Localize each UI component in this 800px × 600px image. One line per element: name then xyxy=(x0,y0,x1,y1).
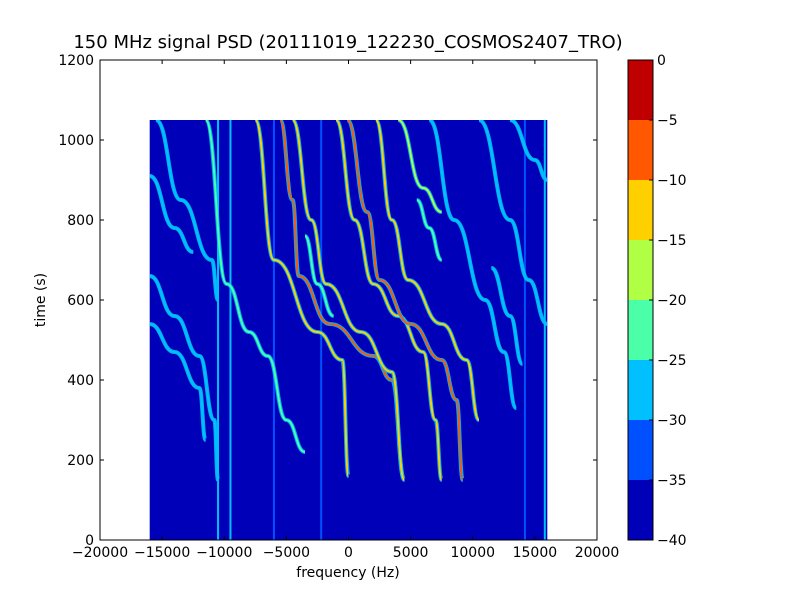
x-tick-label: −15000 xyxy=(134,545,190,561)
x-tick-label: 15000 xyxy=(513,545,558,561)
colorbar-tick-label: 0 xyxy=(657,53,666,69)
signal-trace xyxy=(374,120,480,421)
y-tick-label: 200 xyxy=(67,453,94,469)
signal-trace xyxy=(155,120,220,301)
x-tick-label: −5000 xyxy=(263,545,310,561)
colorbar-band xyxy=(628,120,653,180)
colorbar-tick-label: −40 xyxy=(657,533,687,549)
y-tick-label: 800 xyxy=(67,213,94,229)
colorbar-bands xyxy=(628,60,653,540)
signal-trace xyxy=(509,120,548,181)
colorbar-band xyxy=(628,360,653,420)
x-tick-label: 20000 xyxy=(575,545,620,561)
colorbar: −40 −35 −30 −25 −20 −15 −10 −5 0 xyxy=(627,53,687,549)
colorbar-band xyxy=(628,420,653,480)
signal-trace xyxy=(346,120,464,481)
x-tick-label: −10000 xyxy=(196,545,252,561)
y-axis-label: time (s) xyxy=(33,273,49,327)
colorbar-band xyxy=(628,300,653,360)
signal-trace xyxy=(149,275,220,481)
y-tick-label: 600 xyxy=(67,293,94,309)
signal-trace xyxy=(279,120,406,481)
x-tick-label: 5000 xyxy=(393,545,429,561)
signal-trace xyxy=(335,120,443,481)
colorbar-tick-label: −35 xyxy=(657,473,687,489)
x-tick-label: −20000 xyxy=(72,545,128,561)
y-axis: 0 200 400 600 800 1000 1200 xyxy=(58,53,597,549)
colorbar-tick-label: −30 xyxy=(657,413,687,429)
heatmap-image xyxy=(149,120,548,540)
colorbar-tick-label: −5 xyxy=(657,113,678,129)
signal-trace xyxy=(149,175,194,253)
signal-trace xyxy=(304,235,335,317)
signal-trace xyxy=(291,120,406,481)
colorbar-tick-label: −10 xyxy=(657,173,687,189)
y-tick-label: 400 xyxy=(67,373,94,389)
signal-trace xyxy=(478,120,548,325)
colorbar-band xyxy=(628,60,653,120)
y-tick-label: 0 xyxy=(85,533,94,549)
signal-trace xyxy=(416,199,443,261)
chart-title: 150 MHz signal PSD (20111019_122230_COSM… xyxy=(73,32,622,53)
signal-trace xyxy=(204,120,306,453)
signal-trace xyxy=(254,120,350,477)
signal-trace xyxy=(149,323,207,441)
x-tick-label: 10000 xyxy=(450,545,495,561)
colorbar-band xyxy=(628,480,653,540)
x-tick-label: 0 xyxy=(344,545,353,561)
y-tick-label: 1200 xyxy=(58,53,94,69)
colorbar-band xyxy=(628,180,653,240)
colorbar-band xyxy=(628,240,653,300)
signal-trace xyxy=(397,120,442,213)
y-tick-label: 1000 xyxy=(58,133,94,149)
colorbar-axis: −40 −35 −30 −25 −20 −15 −10 −5 0 xyxy=(649,53,687,549)
signal-trace xyxy=(428,120,518,409)
x-axis: −20000 −15000 −10000 −5000 0 5000 10000 15000 20… xyxy=(72,60,619,561)
colorbar-tick-label: −20 xyxy=(657,293,687,309)
plot-area: −20000 −15000 −10000 −5000 0 5000 10000 15000 20… xyxy=(58,53,619,561)
colorbar-tick-label: −15 xyxy=(657,233,687,249)
x-axis-label: frequency (Hz) xyxy=(296,565,399,581)
colorbar-tick-label: −25 xyxy=(657,353,687,369)
signal-trace xyxy=(490,267,524,365)
